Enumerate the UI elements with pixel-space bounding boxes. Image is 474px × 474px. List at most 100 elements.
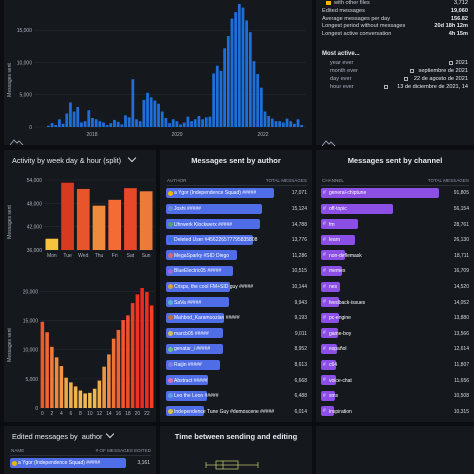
- channel-row[interactable]: # pc-engine 13,880: [321, 312, 469, 325]
- timeline-bar[interactable]: [256, 74, 260, 127]
- hour-bar[interactable]: [130, 303, 135, 408]
- timeline-bar[interactable]: [245, 20, 249, 127]
- edited-col-total[interactable]: # OF MESSAGES EDITED: [95, 448, 151, 453]
- hour-bar[interactable]: [64, 377, 68, 408]
- timeline-bar[interactable]: [193, 119, 197, 127]
- hour-bar[interactable]: [45, 332, 49, 408]
- timeline-bar[interactable]: [61, 123, 65, 127]
- timeline-bar[interactable]: [270, 118, 274, 127]
- chevron-down-icon[interactable]: [106, 429, 115, 439]
- timeline-bar[interactable]: [138, 121, 142, 127]
- hour-bar[interactable]: [121, 320, 125, 408]
- timeline-bar[interactable]: [201, 119, 204, 127]
- channel-row[interactable]: # feedback-issues 14,052: [321, 297, 469, 309]
- timeline-bar[interactable]: [72, 111, 76, 127]
- channel-row[interactable]: # sms 10,508: [321, 390, 469, 403]
- timeline-bar[interactable]: [47, 125, 50, 127]
- hour-bar[interactable]: [50, 346, 54, 408]
- timeline-bar[interactable]: [102, 122, 105, 127]
- weekday-bar[interactable]: [124, 188, 137, 250]
- timeline-bar[interactable]: [182, 122, 186, 127]
- author-row[interactable]: Abstract ##### 6,668: [166, 375, 307, 387]
- timeline-bar[interactable]: [160, 111, 164, 127]
- timeline-bar[interactable]: [281, 122, 285, 127]
- timeline-bar[interactable]: [76, 106, 80, 127]
- author-row[interactable]: genatar_i ##### 8,952: [166, 344, 307, 356]
- timeline-bar[interactable]: [94, 119, 98, 127]
- edited-select[interactable]: author: [82, 429, 115, 441]
- timeline-bar[interactable]: [241, 7, 245, 127]
- authors-col-author[interactable]: AUTHOR: [167, 178, 187, 183]
- hour-bar[interactable]: [59, 366, 64, 408]
- hour-bar[interactable]: [145, 292, 149, 408]
- timeline-bar[interactable]: [223, 48, 227, 127]
- channel-row[interactable]: # non-deflemask 18,711: [321, 250, 469, 262]
- timeline-bar[interactable]: [120, 124, 124, 127]
- author-row[interactable]: Mahbod_Karamoozian ##### 9,193: [166, 312, 307, 325]
- hour-bar[interactable]: [54, 357, 59, 408]
- timeline-bar[interactable]: [208, 116, 212, 127]
- week-hour-title[interactable]: Activity by week day & hour (split): [12, 153, 137, 165]
- timeline-bar[interactable]: [113, 119, 116, 127]
- hour-bar[interactable]: [149, 305, 154, 408]
- weekday-bar[interactable]: [45, 238, 59, 250]
- timeline-bar[interactable]: [278, 121, 282, 127]
- timeline-bar[interactable]: [69, 102, 72, 127]
- timeline-bar[interactable]: [58, 119, 61, 127]
- timeline-bar[interactable]: [190, 121, 193, 127]
- zoom-mountain-icon[interactable]: [9, 133, 24, 145]
- channel-row[interactable]: # off-topic 56,154: [321, 203, 469, 216]
- timeline-bar[interactable]: [179, 124, 182, 127]
- timeline-bar[interactable]: [142, 99, 146, 127]
- stats-calendar-icon[interactable]: [321, 134, 336, 147]
- timeline-bar[interactable]: [87, 110, 91, 127]
- timeline-bar[interactable]: [197, 116, 201, 127]
- timeline-bar[interactable]: [300, 125, 304, 127]
- timeline-bar[interactable]: [153, 100, 157, 127]
- timeline-bar[interactable]: [285, 118, 289, 127]
- channel-row[interactable]: # inspiration 10,315: [321, 406, 469, 418]
- edited-col-name[interactable]: NAME: [11, 448, 25, 453]
- channel-row[interactable]: # general-chiptune 91,805: [321, 188, 469, 200]
- timeline-bar[interactable]: [149, 97, 153, 127]
- author-row[interactable]: Independence Tune Guy #demoscene ##### 6,…: [166, 406, 307, 418]
- hour-bar[interactable]: [140, 287, 144, 408]
- timeline-bar[interactable]: [186, 116, 190, 127]
- weekday-bar[interactable]: [139, 191, 153, 250]
- weekday-bar[interactable]: [76, 188, 90, 250]
- weekday-bar[interactable]: [61, 182, 74, 250]
- author-row[interactable]: MegaSparky #SID Diego 11,286: [166, 250, 307, 262]
- timeline-bar[interactable]: [219, 70, 223, 127]
- timeline-bar[interactable]: [292, 123, 296, 127]
- weekday-bar[interactable]: [108, 199, 122, 250]
- timeline-bar[interactable]: [263, 111, 267, 127]
- timeline-bar[interactable]: [80, 122, 83, 127]
- authors-col-total[interactable]: TOTAL MESSAGES: [265, 178, 307, 183]
- channel-row[interactable]: # nes 14,520: [321, 281, 469, 294]
- timeline-bar[interactable]: [226, 36, 230, 128]
- timeline-bar[interactable]: [175, 121, 179, 127]
- timeline-bar[interactable]: [267, 116, 271, 127]
- timeline-bar[interactable]: [157, 103, 160, 127]
- channels-col-total[interactable]: TOTAL MESSAGES: [427, 178, 469, 183]
- timeline-bar[interactable]: [124, 115, 127, 127]
- timeline-bar[interactable]: [105, 125, 109, 127]
- timeline-bar[interactable]: [168, 123, 171, 127]
- channel-row[interactable]: # español 12,614: [321, 344, 469, 356]
- author-row[interactable]: Crisps, the cool FM+SID guy ##### 10,144: [166, 281, 307, 294]
- timeline-bar[interactable]: [83, 121, 87, 127]
- hour-bar[interactable]: [83, 393, 87, 408]
- hour-bar[interactable]: [69, 382, 73, 408]
- hour-bar[interactable]: [116, 329, 121, 408]
- channel-row[interactable]: # learn 26,130: [321, 234, 469, 247]
- author-row[interactable]: Deleted User #456226577795835808 13,776: [166, 234, 307, 247]
- timeline-bar[interactable]: [116, 121, 120, 127]
- author-row[interactable]: Joshi ##### 15,124: [166, 203, 307, 216]
- timeline-bar[interactable]: [127, 117, 131, 127]
- weekday-bar[interactable]: [92, 205, 106, 250]
- author-row[interactable]: Leo the Leon ##### 6,488: [166, 390, 307, 403]
- channel-row[interactable]: # fm 28,761: [321, 219, 469, 231]
- timeline-bar[interactable]: [289, 121, 293, 127]
- hour-bar[interactable]: [78, 390, 83, 408]
- timeline-bar[interactable]: [98, 121, 102, 127]
